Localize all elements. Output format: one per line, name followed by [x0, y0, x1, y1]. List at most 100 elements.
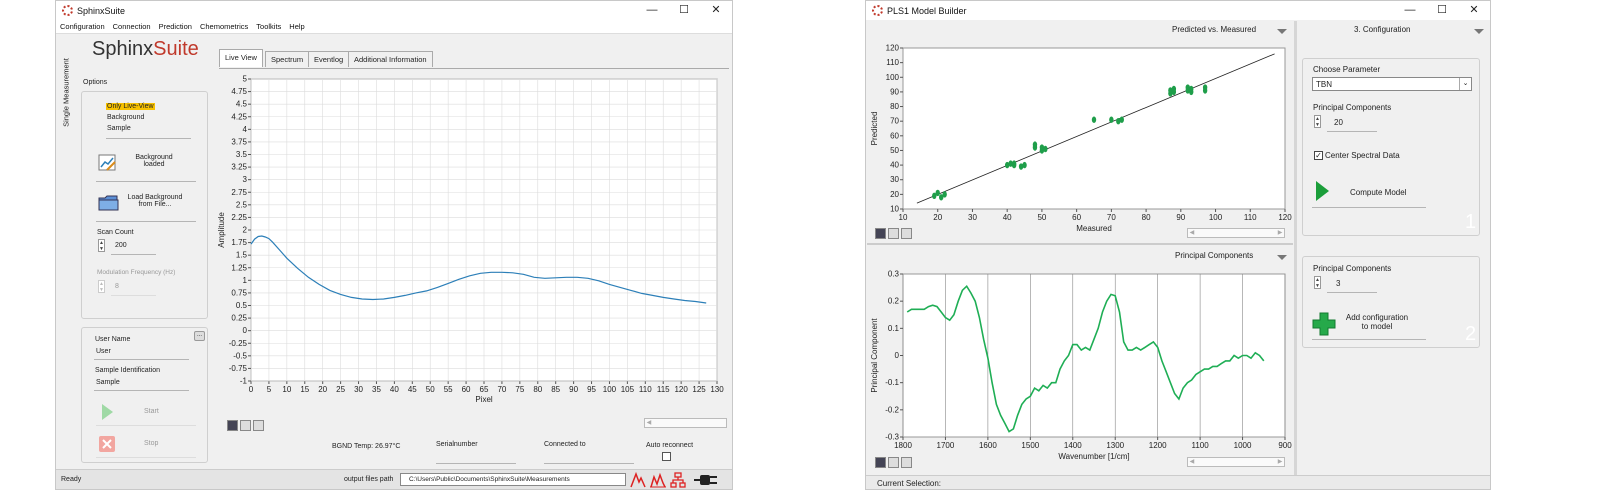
- minimize-icon[interactable]: —: [646, 4, 658, 16]
- zoom-icon[interactable]: [888, 228, 899, 239]
- x-tick-label: 60: [1072, 213, 1081, 222]
- choose-parameter-select[interactable]: TBN ⌄: [1312, 77, 1472, 91]
- x-tick-label: 125: [692, 385, 706, 394]
- maximize-icon[interactable]: ☐: [1437, 4, 1447, 16]
- scan-count-input[interactable]: 200: [115, 242, 127, 249]
- stop-icon: [99, 436, 115, 452]
- scan-count-label: Scan Count: [97, 229, 134, 236]
- tab-additional-information[interactable]: Additional Information: [348, 51, 433, 67]
- y-tick-label: 40: [890, 161, 899, 170]
- peak-icon[interactable]: [630, 472, 646, 488]
- vertical-splitter[interactable]: [1294, 21, 1297, 477]
- zoom-icon[interactable]: [888, 457, 899, 468]
- tab-spectrum[interactable]: Spectrum: [265, 51, 310, 67]
- network-icon[interactable]: [670, 472, 686, 488]
- compute-model-button[interactable]: Compute Model: [1312, 179, 1426, 205]
- ellipsis-button[interactable]: ...: [194, 331, 205, 341]
- config-menu-chevron-icon[interactable]: [1474, 29, 1484, 34]
- pan-hand-icon[interactable]: [901, 457, 912, 468]
- horizontal-scrollbar[interactable]: ◀: [644, 418, 727, 428]
- plot1-scrollbar[interactable]: ◀ ▶: [1187, 228, 1285, 238]
- x-tick-label: 1400: [1064, 441, 1082, 450]
- add-configuration-button[interactable]: Add configuration to model: [1312, 311, 1426, 337]
- option-only-live-view[interactable]: Only Live-View: [106, 103, 155, 110]
- pc-value-2[interactable]: 3: [1336, 279, 1341, 288]
- zoom-icon[interactable]: [240, 420, 251, 431]
- menu-connection[interactable]: Connection: [112, 22, 151, 31]
- y-tick-label: 120: [886, 44, 900, 53]
- pls1-model-builder-window: PLS1 Model Builder — ☐ ✕ Predicted vs. M…: [865, 0, 1491, 490]
- menu-configuration[interactable]: Configuration: [60, 22, 105, 31]
- logo-part-2: Suite: [153, 38, 199, 60]
- crosshair-icon[interactable]: [875, 457, 886, 468]
- close-icon[interactable]: ✕: [711, 4, 721, 16]
- maximize-icon[interactable]: ☐: [679, 4, 689, 16]
- minimize-icon[interactable]: —: [1404, 4, 1416, 16]
- pc-stepper-2[interactable]: ▲ ▼: [1314, 276, 1321, 289]
- option-sample[interactable]: Sample: [107, 125, 131, 132]
- menu-chemometrics[interactable]: Chemometrics: [199, 22, 249, 31]
- x-tick-label: 1100: [1192, 441, 1210, 450]
- x-tick-label: 15: [300, 385, 309, 394]
- data-point: [1171, 88, 1177, 96]
- background-loaded-button[interactable]: Background loaded: [96, 151, 196, 177]
- regression-line: [916, 53, 1275, 204]
- y-tick-label: 1: [243, 276, 248, 285]
- data-point: [1189, 88, 1194, 96]
- pc-stepper-1[interactable]: ▲ ▼: [1314, 115, 1321, 128]
- config-section-1: [1302, 58, 1480, 236]
- plot2-scrollbar[interactable]: ◀ ▶: [1187, 457, 1285, 467]
- output-path-field[interactable]: C:\Users\Public\Documents\SphinxSuite\Me…: [400, 473, 626, 486]
- plot1-menu-chevron-icon[interactable]: [1277, 29, 1287, 34]
- section-2-number: 2: [1465, 323, 1477, 345]
- pan-hand-icon[interactable]: [901, 228, 912, 239]
- stop-button[interactable]: Stop: [96, 433, 196, 455]
- modulation-frequency-label: Modulation Frequency (Hz): [97, 269, 176, 276]
- user-name-input[interactable]: User: [96, 348, 111, 355]
- center-spectral-checkbox[interactable]: ✓: [1314, 151, 1323, 160]
- auto-reconnect-checkbox[interactable]: [662, 452, 671, 461]
- menu-bar: Configuration Connection Prediction Chem…: [56, 20, 732, 34]
- x-tick-label: 120: [1278, 213, 1292, 222]
- current-selection-bar: Current Selection:: [866, 475, 1490, 489]
- load-background-button[interactable]: Load Background from File...: [96, 191, 196, 217]
- x-tick-label: 5: [267, 385, 272, 394]
- crosshair-icon[interactable]: [875, 228, 886, 239]
- spectrum-icon[interactable]: [650, 472, 666, 488]
- x-tick-label: 25: [336, 385, 345, 394]
- start-label: Start: [144, 408, 159, 415]
- data-point: [1039, 144, 1045, 151]
- tab-eventlog[interactable]: Eventlog: [308, 51, 350, 67]
- y-tick-label: -0.5: [233, 351, 247, 360]
- y-tick-label: 0: [895, 351, 900, 360]
- x-tick-label: 45: [408, 385, 417, 394]
- connected-to-label: Connected to: [544, 441, 586, 448]
- scan-count-stepper[interactable]: ▲ ▼: [98, 239, 105, 252]
- tab-live-view[interactable]: Live View: [219, 49, 263, 67]
- side-tab-single-measurement[interactable]: Single Measurement: [58, 36, 74, 156]
- menu-prediction[interactable]: Prediction: [158, 22, 192, 31]
- close-icon[interactable]: ✕: [1469, 4, 1479, 16]
- plot2-menu-chevron-icon[interactable]: [1277, 255, 1287, 260]
- pc-value-1[interactable]: 20: [1334, 118, 1343, 127]
- user-group: [81, 327, 208, 463]
- x-axis-label: Pixel: [475, 395, 493, 404]
- app-icon: [872, 5, 883, 16]
- data-point: [1004, 161, 1010, 169]
- x-tick-label: 80: [533, 385, 542, 394]
- x-tick-label: 85: [551, 385, 560, 394]
- x-tick-label: 130: [710, 385, 724, 394]
- start-button[interactable]: Start: [96, 401, 196, 423]
- menu-help[interactable]: Help: [289, 22, 305, 31]
- section-1-number: 1: [1465, 211, 1477, 233]
- x-tick-label: 1500: [1021, 441, 1039, 450]
- menu-toolkits[interactable]: Toolkits: [256, 22, 282, 31]
- pan-hand-icon[interactable]: [253, 420, 264, 431]
- crosshair-icon[interactable]: [227, 420, 238, 431]
- option-background[interactable]: Background: [107, 114, 145, 121]
- current-selection-label: Current Selection:: [877, 479, 942, 488]
- sample-id-input[interactable]: Sample: [96, 379, 120, 386]
- modulation-frequency-value: 8: [115, 283, 119, 290]
- title-bar: PLS1 Model Builder — ☐ ✕: [866, 1, 1490, 20]
- plug-icon[interactable]: [694, 472, 720, 488]
